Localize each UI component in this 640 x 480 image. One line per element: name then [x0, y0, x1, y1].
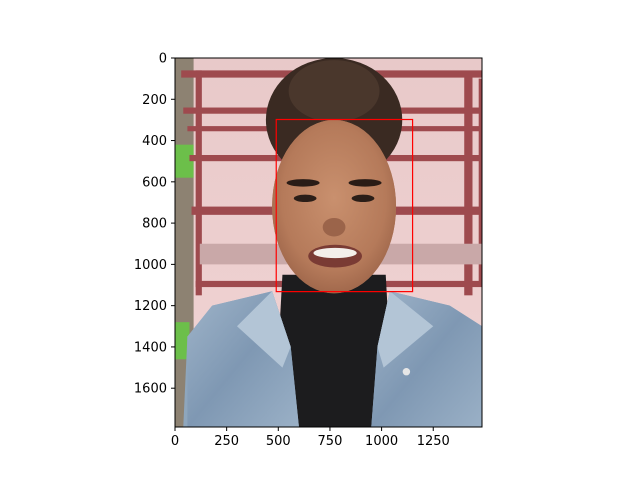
y-tick-label: 0: [159, 52, 167, 67]
y-tick-label: 1400: [134, 340, 167, 355]
photo-eyebrow-right: [348, 179, 382, 187]
y-tick-label: 1200: [134, 299, 167, 314]
photo-green-panel-bottom: [175, 322, 190, 360]
photo-jacket-button: [402, 367, 411, 376]
x-tick-label: 1000: [365, 434, 398, 449]
photo-green-panel-top: [175, 144, 194, 178]
x-tick-label: 0: [171, 434, 179, 449]
photo-frame-post: [464, 74, 473, 296]
photo-turtleneck: [274, 274, 394, 427]
y-tick-label: 400: [142, 134, 167, 149]
photo-frame-post: [478, 78, 482, 286]
y-tick-label: 200: [142, 93, 167, 108]
y-tick-label: 1600: [134, 382, 167, 397]
photo-eye-left: [293, 194, 317, 203]
y-axis: 0 200 400 600 800 1000 1200 1400 1600: [134, 52, 175, 397]
photo-image: [175, 58, 482, 427]
y-tick-label: 800: [142, 217, 167, 232]
x-tick-label: 500: [266, 434, 291, 449]
y-tick-label: 1000: [134, 258, 167, 273]
axes-frame: [174, 57, 483, 428]
photo-eyebrow-left: [286, 179, 320, 187]
photo-eye-right: [351, 194, 375, 203]
photo-teeth: [313, 247, 357, 259]
y-tick-label: 600: [142, 175, 167, 190]
photo-hair-top: [288, 60, 380, 122]
photo-nose: [322, 217, 346, 237]
face-bounding-box: [275, 118, 414, 293]
photo-frame-post: [195, 70, 202, 296]
photo-collar-right-light: [377, 291, 434, 368]
photo-face-shade: [272, 119, 397, 294]
x-axis: 0 250 500 750 1000 1250: [171, 427, 450, 449]
photo-collar-left-light: [236, 291, 291, 368]
x-tick-label: 1250: [417, 434, 450, 449]
x-tick-label: 750: [318, 434, 343, 449]
x-tick-label: 250: [214, 434, 239, 449]
